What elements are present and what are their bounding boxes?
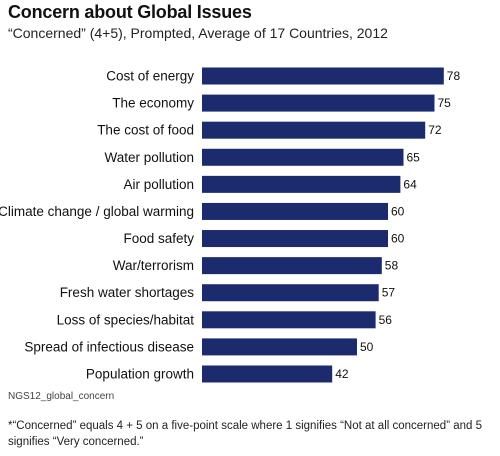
footnote: *“Concerned” equals 4 + 5 on a five-poin… (8, 420, 483, 448)
category-label: The cost of food (97, 123, 194, 138)
category-label: The economy (112, 96, 194, 111)
value-label: 65 (407, 150, 421, 164)
bar (202, 94, 435, 112)
value-label: 60 (391, 204, 405, 218)
value-label: 78 (447, 69, 461, 83)
category-label: Loss of species/habitat (57, 312, 195, 327)
value-label: 75 (438, 96, 452, 110)
category-label: Cost of energy (106, 69, 194, 84)
source-note: NGS12_global_concern (8, 391, 115, 402)
bar (202, 230, 388, 248)
value-label: 64 (403, 177, 417, 191)
bar (202, 175, 401, 193)
bar (202, 257, 382, 275)
value-label: 60 (391, 232, 405, 246)
value-label: 58 (385, 259, 399, 273)
category-label: Climate change / global warming (0, 204, 194, 219)
category-label: War/terrorism (113, 258, 194, 273)
bar (202, 148, 404, 166)
value-label: 50 (360, 340, 374, 354)
category-label: Population growth (86, 366, 194, 381)
category-label: Fresh water shortages (60, 285, 195, 300)
category-label: Food safety (123, 231, 194, 246)
bar-chart: Cost of energy 78 The economy 75 The cost of… (0, 67, 461, 383)
value-label: 56 (379, 313, 393, 327)
bar (202, 311, 376, 329)
bar (202, 365, 333, 383)
bar (202, 121, 426, 139)
bar (202, 284, 379, 302)
value-label: 42 (335, 367, 349, 381)
category-label: Spread of infectious disease (24, 339, 194, 354)
bar (202, 67, 444, 85)
category-label: Air pollution (123, 177, 194, 192)
chart-title: Concern about Global Issues (8, 2, 252, 22)
value-label: 72 (428, 123, 442, 137)
chart-subtitle: “Concerned” (4+5), Prompted, Average of … (8, 25, 388, 41)
category-label: Water pollution (104, 150, 194, 165)
value-label: 57 (382, 286, 396, 300)
bar (202, 202, 388, 220)
bar (202, 338, 357, 356)
